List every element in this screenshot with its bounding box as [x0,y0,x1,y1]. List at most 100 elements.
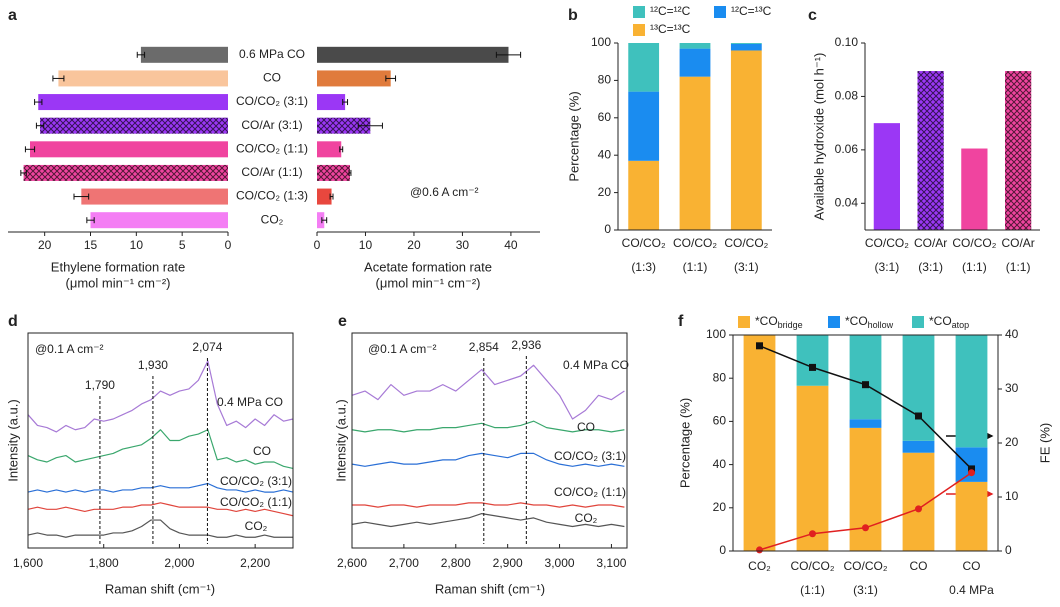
panel-letter: f [678,313,684,330]
x-tick-label: (3:1) [875,260,900,274]
series-label: 0.4 MPa CO [563,358,629,372]
bar-segment [849,427,882,551]
bar [317,164,350,181]
axis-title: Ethylene formation rate [51,259,185,274]
error-bar [52,75,65,82]
y-tick-label: 0 [719,543,726,557]
plot-frame [351,332,628,549]
x-tick-label: 3,100 [596,556,626,570]
spectrum [351,420,625,433]
spectrum [27,360,294,433]
legend-label: *COatop [929,314,969,330]
x-tick-label: (3:1) [918,260,943,274]
axis-title: FE (%) [1037,423,1052,463]
y-tick-label: 0 [604,222,611,236]
bar-segment [679,76,711,230]
series-label: CO/CO₂ (3:1) [554,449,626,463]
category-label: CO/CO₂ (1:3) [236,189,308,203]
bar [873,123,900,230]
bar-segment [730,43,762,44]
bar-segment [796,335,829,386]
legend-swatch [633,6,645,18]
legend-label: *COhollow [845,314,894,330]
marker [968,469,975,477]
error-bar [348,169,352,176]
peak-label: 2,854 [469,340,499,354]
legend-text: *CO [755,314,778,328]
spectrum [27,502,294,517]
series-label: CO/CO₂ (3:1) [220,474,292,488]
annotation: @0.1 A cm⁻² [35,342,104,356]
error-bar [357,122,383,129]
y-tick-label: 10 [1005,489,1019,503]
axis-title: (μmol min⁻¹ cm⁻²) [376,275,481,290]
x-tick-label: 20 [407,238,421,252]
panel-letter: b [568,7,578,24]
error-bar [342,99,349,106]
bar-segment [679,43,711,49]
plot-frame [27,332,294,549]
y-tick-label: 40 [598,147,612,161]
series-label: CO/CO₂ (1:1) [554,485,626,499]
axis-title: Raman shift (cm⁻¹) [105,581,215,596]
y-tick-label: 80 [713,370,727,384]
bar-segment [730,43,762,51]
bar [317,70,391,87]
bar-segment [628,91,660,161]
x-tick-label: CO/CO₂ [865,236,909,250]
bar-segment [955,335,988,448]
bar [81,188,228,205]
error-bar [329,193,334,200]
legend-label: ¹²C=¹³C [731,4,772,18]
peak-label: 1,930 [138,358,168,372]
x-tick-label: CO/Ar [914,236,947,250]
axis-title: Intensity (a.u.) [333,399,348,481]
y-tick-label: 0.06 [835,142,859,156]
bar-segment [902,335,935,441]
y-tick-label: 60 [713,414,727,428]
peak-label: 2,074 [192,340,222,354]
y-tick-label: 0.10 [835,35,859,49]
panel-letter: c [808,7,817,24]
bar-segment [628,160,660,230]
bar-segment [902,440,935,453]
panel-letter: d [8,313,18,330]
legend-text: *CO [929,314,952,328]
x-tick-label: 0 [314,238,321,252]
bar [40,117,229,134]
x-tick-label: CO [963,559,981,573]
spectrum [352,502,625,508]
axis-title: Intensity (a.u.) [5,399,20,481]
x-tick-label: CO/CO₂ [952,236,996,250]
category-label: CO [263,71,281,85]
error-bar [321,217,328,224]
x-tick-label: CO/CO₂ [844,559,888,573]
category-label: CO₂ [261,212,284,226]
x-tick-label: (1:1) [962,260,987,274]
spectrum [27,429,294,470]
y-tick-label: 20 [713,500,727,514]
marker [968,465,975,473]
y-tick-label: 0.08 [835,89,859,103]
spectrum [27,519,293,538]
bar [38,94,228,111]
category-label: CO/CO₂ (1:1) [236,141,308,155]
error-bar [495,51,522,58]
bar-segment [955,481,988,551]
series-label: CO/CO₂ (1:1) [220,495,292,509]
bar [30,141,228,158]
series-label: CO₂ [575,511,598,525]
bar-segment [849,335,882,420]
category-label: CO/Ar (1:1) [241,165,302,179]
bar [317,141,342,158]
bar-segment [628,43,660,92]
axis-title: Percentage (%) [677,398,692,488]
series-label: CO [577,420,595,434]
legend-swatch [912,316,924,328]
x-tick-label: 40 [504,238,518,252]
bar-segment [849,419,882,428]
x-tick-label: 5 [179,238,186,252]
bar-segment [955,447,988,482]
category-label: 0.6 MPa CO [239,47,305,61]
